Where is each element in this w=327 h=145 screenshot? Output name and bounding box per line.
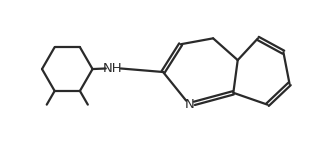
Text: NH: NH [103,62,123,75]
Text: N: N [184,98,194,111]
